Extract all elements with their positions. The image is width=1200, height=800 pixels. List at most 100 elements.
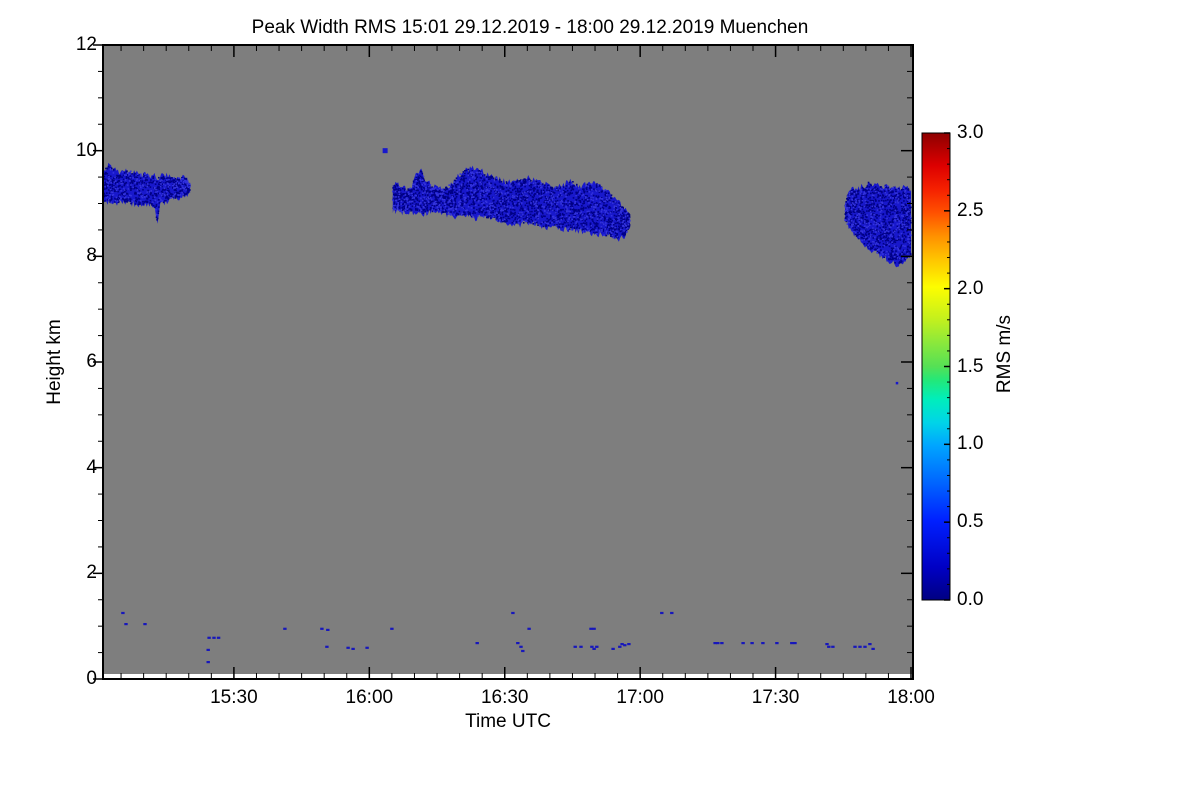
cloud-speckle <box>415 198 418 200</box>
cloud-speckle <box>413 182 415 185</box>
surface-speck <box>858 645 862 648</box>
cloud-speckle <box>895 228 897 231</box>
cloud-speckle <box>166 185 169 188</box>
cloud-speckle <box>569 192 572 195</box>
cloud-speckle <box>909 206 912 209</box>
cloud-speckle <box>560 186 562 189</box>
cloud-speckle <box>117 175 119 177</box>
cloud-speckle <box>856 191 859 193</box>
cloud-speckle <box>554 217 557 219</box>
cloud-speckle <box>627 220 629 223</box>
cloud-speckle <box>181 191 183 194</box>
cloud-speckle <box>620 219 622 222</box>
cloud-speckle <box>881 221 884 223</box>
cloud-speckle <box>518 187 521 190</box>
cloud-speckle <box>185 186 188 189</box>
cloud-speckle <box>422 208 424 211</box>
cloud-speckle <box>875 221 877 224</box>
cloud-speckle <box>606 195 608 198</box>
cloud-speckle <box>861 208 864 211</box>
cloud-speckle <box>528 193 531 195</box>
cloud-speckle <box>130 189 132 191</box>
cloud-speckle <box>410 200 413 203</box>
cloud-speckle <box>432 203 435 206</box>
cloud-speckle <box>580 192 583 195</box>
cloud-speckle <box>871 201 873 203</box>
cloud-speckle <box>526 210 528 212</box>
cloud-speckle <box>847 208 849 211</box>
cloud-speckle <box>525 220 527 222</box>
cloud-speckle <box>870 189 873 191</box>
cloud-speckle <box>902 240 905 243</box>
cloud-speckle <box>885 236 887 239</box>
cloud-speckle <box>626 231 628 233</box>
cloud-speckle <box>894 209 897 212</box>
cloud-speckle <box>129 176 132 179</box>
cloud-speckle <box>464 199 466 201</box>
cloud-speckle <box>447 201 449 203</box>
cloud-speckle <box>561 226 564 228</box>
cloud-speckle <box>147 189 149 192</box>
cloud-speckle <box>854 233 857 236</box>
cloud-speckle <box>539 184 542 187</box>
cloud-speckle <box>395 194 397 197</box>
cloud-speckle <box>858 209 860 212</box>
cloud-speckle <box>894 220 897 222</box>
cloud-speckle <box>883 236 885 238</box>
cloud-speckle <box>157 185 159 188</box>
cloud-speckle <box>479 180 481 183</box>
cloud-speckle <box>910 253 912 256</box>
cloud-speckle <box>873 188 876 191</box>
cloud-speckle <box>608 219 610 221</box>
cloud-speckle <box>127 197 130 199</box>
cloud-speckle <box>871 206 874 209</box>
cloud-speckle <box>511 194 514 197</box>
cloud-speckle <box>626 228 628 230</box>
cloud-speckle <box>393 208 395 211</box>
cloud-speckle <box>165 192 167 194</box>
cloud-speckle <box>402 206 405 208</box>
cloud-speckle <box>106 181 108 184</box>
cloud-speckle <box>608 205 611 208</box>
cloud-speckle <box>887 186 890 189</box>
cloud-speckle <box>392 204 395 207</box>
cloud-speckle <box>855 222 857 225</box>
cloud-speckle <box>594 189 597 191</box>
cloud-speckle <box>417 177 419 180</box>
cloud-speckle <box>869 183 872 186</box>
cloud-speckle <box>422 178 425 180</box>
cloud-speckle <box>621 206 624 209</box>
cloud-speckle <box>879 211 882 213</box>
cloud-speckle <box>849 215 852 217</box>
cloud-speckle <box>910 221 912 224</box>
cloud-speckle <box>474 188 476 191</box>
cloud-speckle <box>865 206 867 208</box>
cloud-speckle <box>579 215 581 217</box>
cloud-speckle <box>454 203 457 205</box>
cloud-speckle <box>469 198 471 200</box>
cloud-speckle <box>518 222 520 224</box>
cloud-speckle <box>428 185 430 188</box>
cloud-speckle <box>174 180 177 183</box>
cloud-speckle <box>864 199 867 202</box>
cloud-speckle <box>862 189 865 192</box>
cloud-speckle <box>142 201 144 203</box>
surface-speck <box>511 611 515 615</box>
cloud-speckle <box>541 205 544 208</box>
cloud-speckle <box>586 186 588 188</box>
cloud-speckle <box>906 214 909 216</box>
cloud-speckle <box>123 189 126 191</box>
cloud-speckle <box>552 209 554 212</box>
cloud-speckle <box>471 171 474 173</box>
cloud-speckle <box>518 203 520 205</box>
cloud-speckle <box>483 215 485 218</box>
cloud-speckle <box>449 198 452 201</box>
cloud-speckle <box>534 224 536 226</box>
surface-speck <box>716 642 720 645</box>
cloud-speckle <box>884 185 886 188</box>
cloud-speckle <box>484 212 487 214</box>
cloud-speckle <box>881 229 883 231</box>
cloud-speckle <box>524 204 527 207</box>
cloud-speckle <box>425 188 427 191</box>
cloud-speckle <box>898 226 900 229</box>
